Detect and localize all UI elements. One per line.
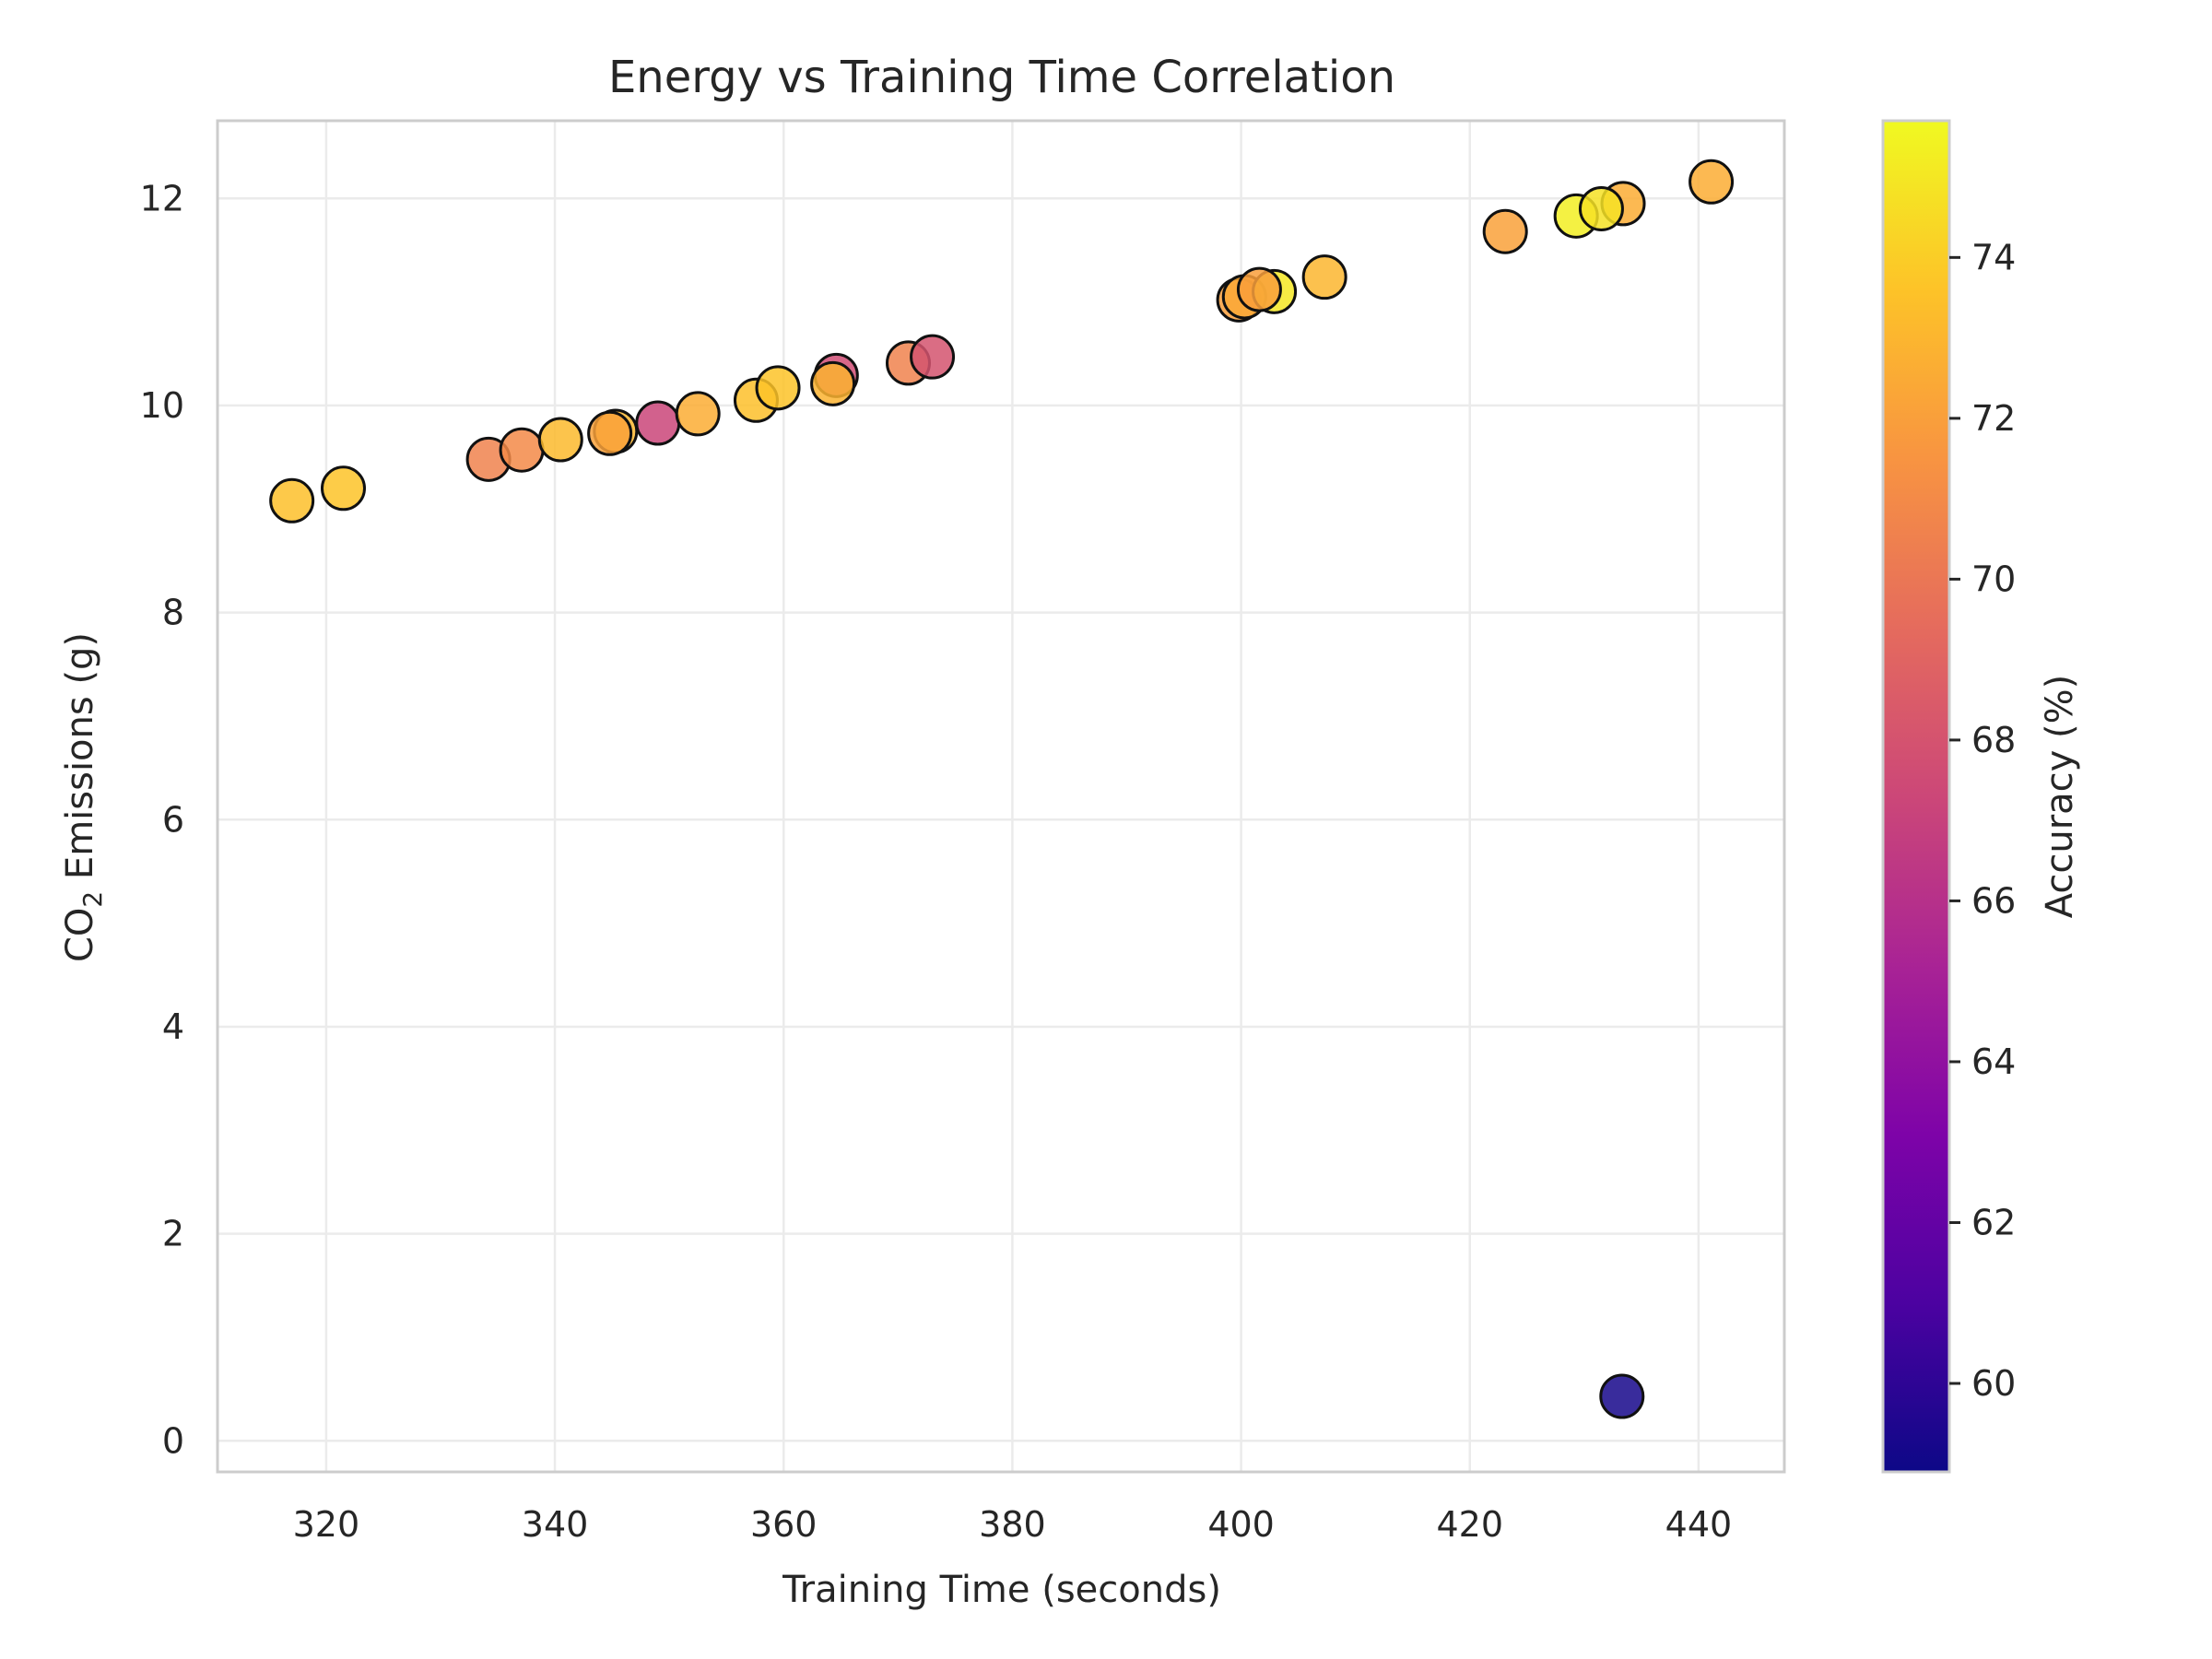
x-tick-label: 380 <box>979 1504 1046 1545</box>
y-tick-label: 10 <box>140 385 184 426</box>
colorbar-tick-label: 62 <box>1971 1202 2016 1242</box>
y-axis-label-co: CO <box>59 908 101 962</box>
y-axis-label: CO2 Emissions (g) <box>59 632 108 962</box>
plot-area: 320 340 360 380 400 420 440 0 2 4 6 8 10 12 <box>140 119 1786 1545</box>
x-tick-label: 340 <box>522 1504 589 1545</box>
colorbar-tick-label: 70 <box>1971 559 2016 599</box>
colorbar-tick-label: 64 <box>1971 1041 2016 1082</box>
colorbar-tick-label: 74 <box>1971 237 2016 277</box>
x-tick-label: 440 <box>1665 1504 1733 1545</box>
y-tick-label: 8 <box>162 593 184 633</box>
y-axis-label-rest: Emissions (g) <box>59 632 101 891</box>
scatter-point <box>1236 266 1282 312</box>
scatter-point <box>755 365 801 411</box>
colorbar-tick-label: 66 <box>1971 880 2016 921</box>
x-axis-label: Training Time (seconds) <box>782 1569 1221 1611</box>
plot-frame <box>216 119 1786 1474</box>
scatter-point <box>269 477 315 524</box>
scatter-point <box>1482 208 1528 254</box>
scatter-point <box>675 391 721 437</box>
x-axis-ticks: 320 340 360 380 400 420 440 <box>293 1504 1733 1545</box>
scatter-point <box>587 410 633 456</box>
y-axis-ticks: 0 2 4 6 8 10 12 <box>140 178 184 1461</box>
x-tick-label: 400 <box>1207 1504 1275 1545</box>
chart-title: Energy vs Training Time Correlation <box>608 52 1395 103</box>
colorbar-gradient <box>1881 119 1951 1474</box>
scatter-point <box>499 427 545 473</box>
y-tick-label: 4 <box>162 1006 184 1047</box>
scatter-point <box>1578 185 1624 231</box>
scatter-point <box>537 417 583 463</box>
colorbar: 60 62 64 66 68 70 72 74 Accuracy (%) <box>1881 119 2081 1474</box>
scatter-point <box>320 465 366 512</box>
colorbar-label: Accuracy (%) <box>2039 675 2081 919</box>
colorbar-ticks: 60 62 64 66 68 70 72 74 <box>1949 237 2016 1404</box>
colorbar-tick-label: 60 <box>1971 1363 2016 1404</box>
y-tick-label: 2 <box>162 1214 184 1254</box>
x-tick-label: 420 <box>1436 1504 1503 1545</box>
colorbar-tick-label: 72 <box>1971 398 2016 439</box>
scatter-points <box>269 159 1735 1419</box>
colorbar-tick-label: 68 <box>1971 720 2016 760</box>
y-tick-label: 0 <box>162 1420 184 1461</box>
scatter-point <box>635 400 681 446</box>
scatter-point <box>810 360 856 406</box>
x-tick-label: 320 <box>293 1504 360 1545</box>
grid-lines <box>218 121 1784 1472</box>
scatter-point <box>1301 254 1347 300</box>
y-axis-label-subscript: 2 <box>77 891 108 908</box>
scatter-point <box>1688 159 1735 205</box>
scatter-point <box>910 334 956 380</box>
y-tick-label: 6 <box>162 799 184 840</box>
y-tick-label: 12 <box>140 178 184 218</box>
scatter-point <box>1599 1373 1645 1419</box>
x-tick-label: 360 <box>750 1504 818 1545</box>
